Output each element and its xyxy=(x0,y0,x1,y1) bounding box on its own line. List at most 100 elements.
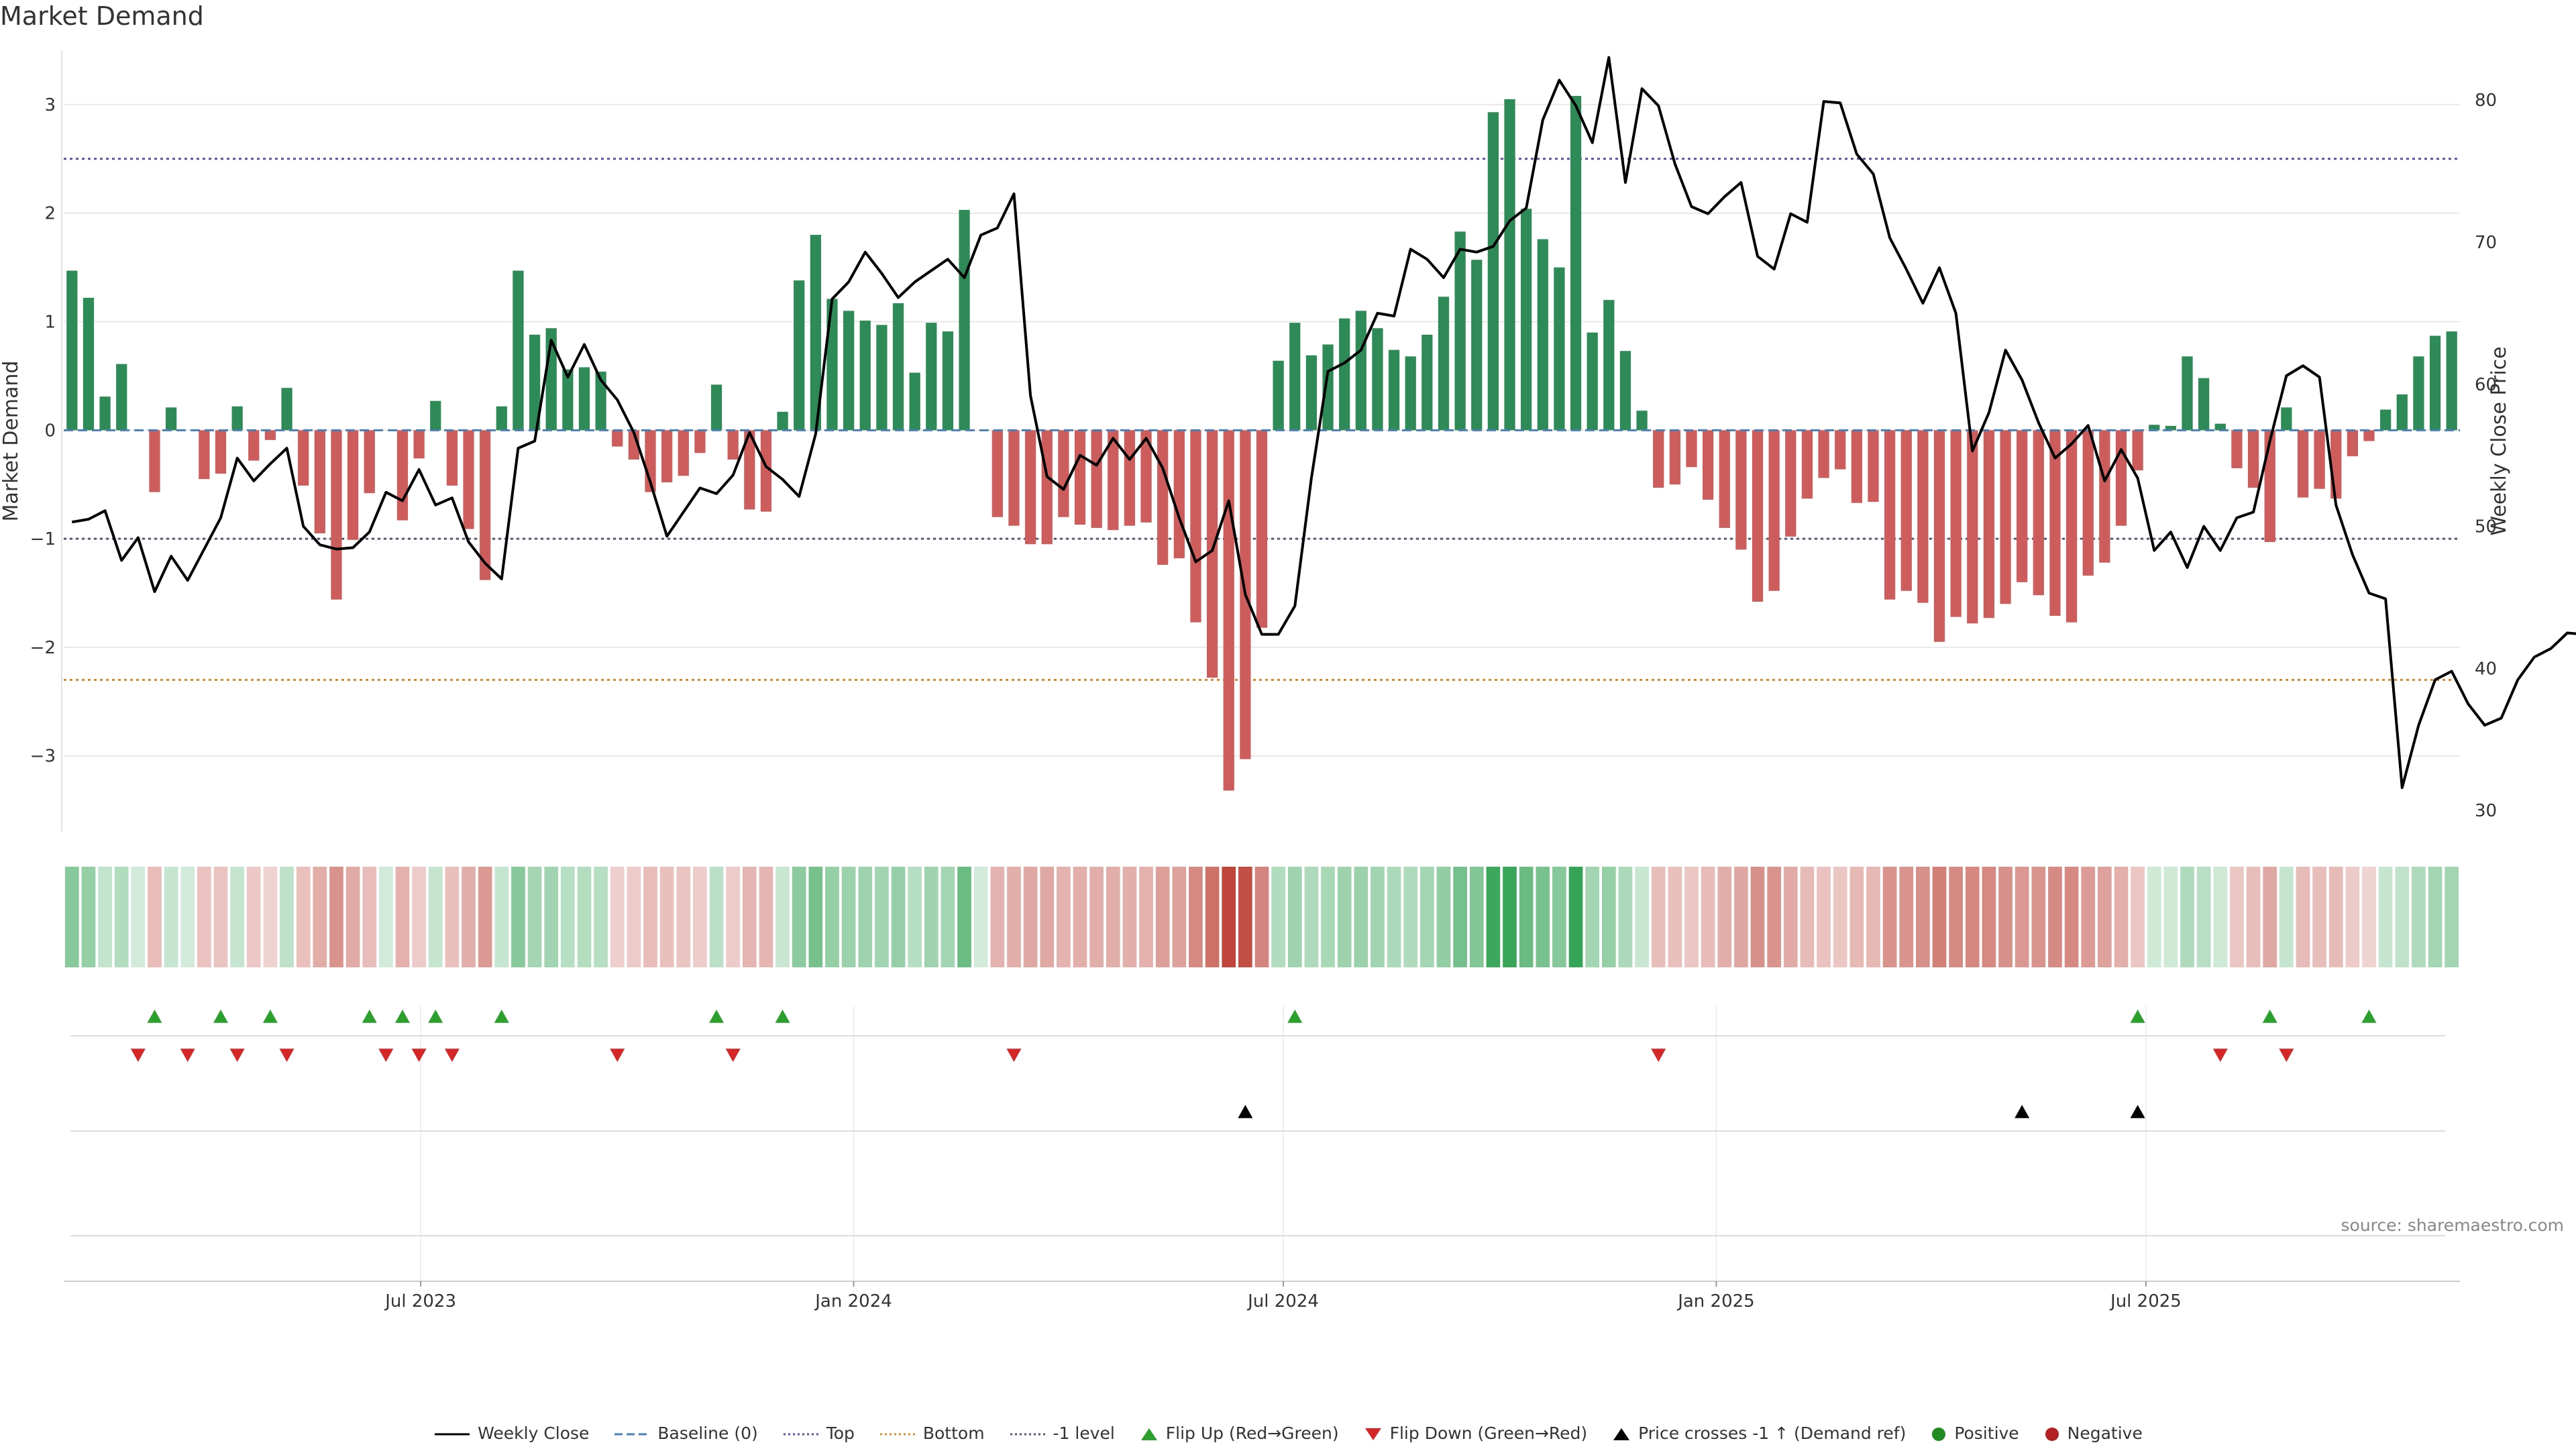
demand-bar xyxy=(1950,430,1962,617)
demand-bar xyxy=(876,325,888,431)
demand-bar xyxy=(727,430,739,460)
heat-cell xyxy=(1536,867,1550,967)
heat-cell xyxy=(1503,867,1517,967)
legend-label: Baseline (0) xyxy=(657,1423,758,1443)
heat-cell xyxy=(973,867,988,967)
demand-bar xyxy=(1372,328,1383,431)
demand-bar xyxy=(1686,430,1697,468)
demand-bar xyxy=(2198,378,2210,431)
price-cross-marker xyxy=(2130,1105,2145,1118)
y2-tick-label: 40 xyxy=(2475,659,2497,679)
flip-down-marker xyxy=(2279,1049,2294,1062)
demand-bar xyxy=(1636,411,1648,431)
demand-bar xyxy=(149,430,160,492)
heat-cell xyxy=(2114,867,2129,967)
demand-bar xyxy=(2380,409,2392,431)
legend-negative: Negative xyxy=(2043,1424,2143,1443)
heat-cell xyxy=(659,867,674,967)
heat-cell xyxy=(1668,867,1682,967)
axes: 3 2 1 0 −1 −2 −3 80 70 60 50 40 30 Market Demand Weekl… xyxy=(0,50,2511,832)
heat-cell xyxy=(81,867,96,967)
flip-up-marker xyxy=(213,1010,229,1023)
heat-cell xyxy=(213,867,228,967)
demand-bar xyxy=(794,280,805,431)
heat-cell xyxy=(1866,867,1880,967)
heat-cell xyxy=(1122,867,1137,967)
demand-bar xyxy=(298,430,309,486)
y-tick-label: −2 xyxy=(30,638,56,658)
heat-cell xyxy=(395,867,410,967)
demand-bar xyxy=(1124,430,1136,526)
heat-cell xyxy=(64,867,79,967)
demand-bar xyxy=(99,396,111,431)
flip-up-marker xyxy=(2130,1010,2145,1023)
demand-bar xyxy=(1933,430,1945,642)
heat-cell xyxy=(891,867,906,967)
demand-bar xyxy=(331,430,342,600)
y2-tick-label: 70 xyxy=(2475,233,2497,253)
chart-title: Market Demand xyxy=(0,1,204,31)
demand-bar xyxy=(2231,430,2243,468)
heat-cell xyxy=(643,867,657,967)
heat-cell xyxy=(1982,867,1996,967)
heat-cell xyxy=(2345,867,2360,967)
heat-cell xyxy=(1007,867,1021,967)
heat-cell xyxy=(1899,867,1914,967)
heat-cell xyxy=(197,867,211,967)
demand-bar xyxy=(314,430,325,534)
legend-label: Weekly Close xyxy=(478,1423,590,1443)
demand-bar xyxy=(777,411,788,431)
demand-bar xyxy=(165,407,177,431)
demand-bar xyxy=(1900,430,1912,591)
demand-bar xyxy=(1305,355,1318,431)
heat-cell xyxy=(1419,867,1434,967)
flip-down-marker xyxy=(279,1049,294,1062)
demand-bar xyxy=(1801,430,1813,499)
heat-cell xyxy=(1254,867,1269,967)
demand-bar xyxy=(199,430,210,480)
demand-bar xyxy=(1587,332,1598,431)
heat-cell xyxy=(280,867,294,967)
heat-cell xyxy=(1057,867,1071,967)
heat-cell xyxy=(1287,867,1302,967)
heat-cell xyxy=(1354,867,1368,967)
legend-label: Negative xyxy=(2067,1423,2143,1443)
heat-cell xyxy=(2279,867,2294,967)
heat-cell xyxy=(527,867,542,967)
y2-tick-label: 30 xyxy=(2475,801,2497,821)
heat-cell xyxy=(1949,867,1963,967)
demand-bar xyxy=(1703,430,1714,500)
legend: Weekly Close Baseline (0) Top Bottom -1 … xyxy=(0,1422,2576,1443)
heat-cell xyxy=(1238,867,1252,967)
demand-bar xyxy=(1835,430,1846,470)
legend-top: Top xyxy=(782,1424,855,1443)
heat-cell xyxy=(1469,867,1484,967)
demand-bar xyxy=(1669,430,1680,485)
demand-bar xyxy=(1851,430,1862,503)
heat-cell xyxy=(759,867,773,967)
source-note: source: sharemaestro.com xyxy=(2341,1216,2565,1235)
demand-bar xyxy=(83,297,95,431)
demand-bar xyxy=(2413,356,2424,431)
heat-strip xyxy=(64,867,2459,967)
demand-bar xyxy=(529,334,541,431)
heat-cell xyxy=(1304,867,1319,967)
demand-bar xyxy=(463,430,474,529)
legend-label: Price crosses -1 ↑ (Demand ref) xyxy=(1638,1423,1907,1443)
heat-cell xyxy=(2131,867,2145,967)
demand-bar xyxy=(1487,112,1499,431)
demand-bar xyxy=(2033,430,2044,596)
heat-cell xyxy=(1089,867,1104,967)
demand-bar xyxy=(347,430,359,540)
x-tick-label: Jul 2023 xyxy=(384,1291,456,1311)
demand-bar xyxy=(1917,430,1929,603)
y2-axis-title: Weekly Close Price xyxy=(2487,346,2511,535)
legend-baseline: Baseline (0) xyxy=(613,1423,758,1443)
demand-bar xyxy=(2214,423,2226,431)
legend-bottom: Bottom xyxy=(879,1424,985,1443)
legend-label: Bottom xyxy=(922,1423,985,1443)
demand-bar xyxy=(1504,99,1515,431)
demand-bar xyxy=(1768,430,1780,591)
flip-down-marker xyxy=(1651,1049,1666,1062)
heat-cell xyxy=(412,867,426,967)
